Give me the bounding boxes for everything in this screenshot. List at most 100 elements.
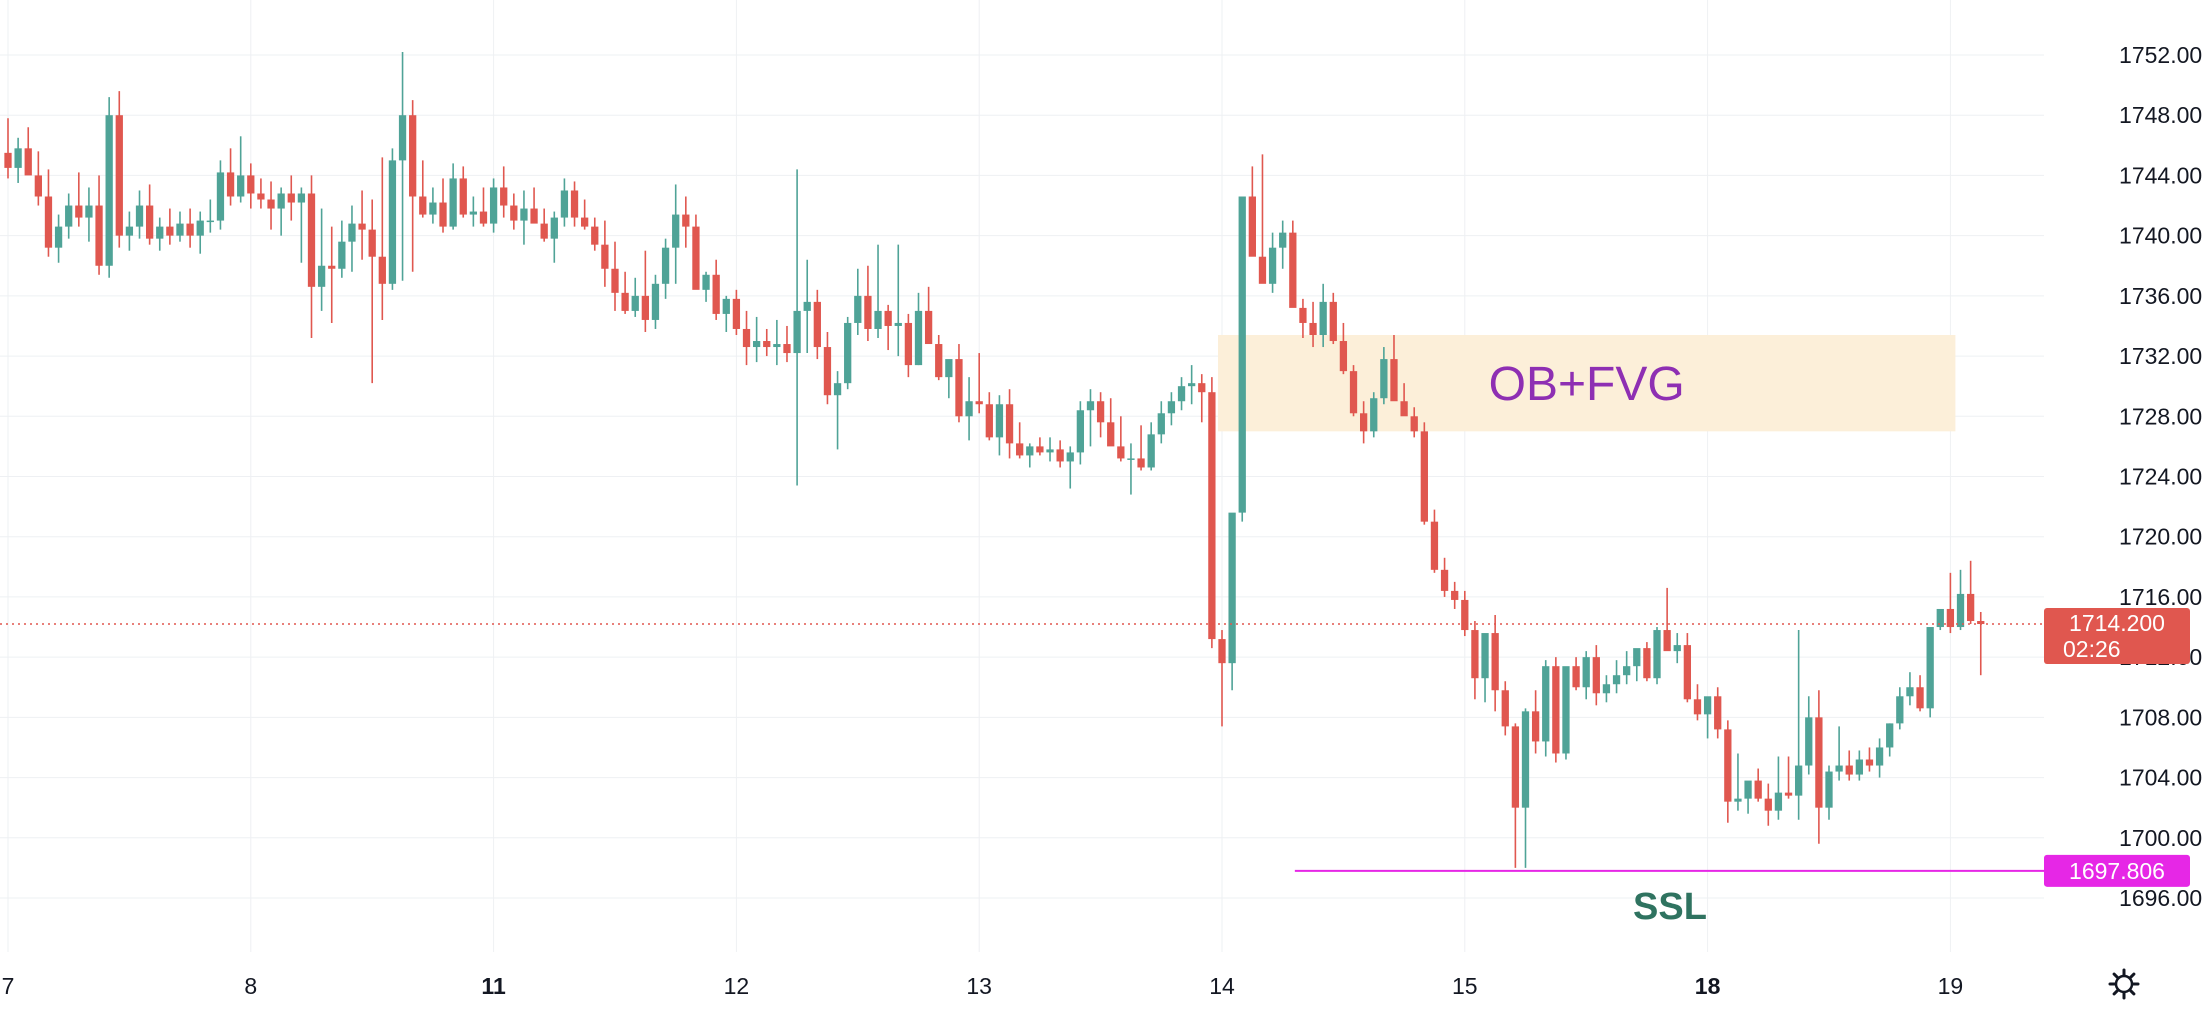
candle (1268, 232, 1277, 293)
candle-body (1076, 410, 1085, 453)
gear-icon[interactable] (2108, 968, 2140, 1000)
candle-body (965, 401, 973, 417)
candle (1319, 283, 1327, 348)
candle (419, 160, 427, 218)
candle-body (1066, 452, 1074, 462)
candle (1936, 608, 1944, 631)
candle (854, 268, 862, 335)
current-price-value: 1714.200 (2069, 610, 2165, 636)
candle-body (24, 148, 32, 176)
time-tick-label: 11 (481, 973, 506, 999)
price-tick-label: 1744.000 (2119, 162, 2202, 188)
candle-body (793, 310, 801, 354)
candle (459, 166, 467, 218)
candle-body (1481, 633, 1489, 679)
candle-body (186, 223, 194, 236)
candle-body (459, 178, 467, 215)
candle (1056, 440, 1064, 468)
candle-body (1825, 771, 1833, 808)
candle (1420, 422, 1428, 525)
candle-body (1835, 765, 1843, 772)
ssl-price-tag: 1697.806 (2044, 854, 2190, 887)
candle (388, 148, 397, 290)
candle (1795, 630, 1803, 820)
candle-body (712, 274, 720, 314)
candle (95, 175, 103, 275)
candle (732, 289, 741, 335)
candle (328, 226, 336, 323)
candle (1764, 783, 1772, 826)
candle-body (1946, 608, 1955, 628)
candle (601, 220, 609, 287)
candle-body (1805, 717, 1813, 766)
ssl-label: SSL (1633, 886, 1707, 928)
candle (651, 274, 660, 329)
price-tick-label: 1752.000 (2119, 42, 2202, 68)
candle (793, 169, 801, 486)
candle-body (1258, 256, 1267, 284)
candle (1582, 651, 1590, 700)
candle (510, 193, 518, 230)
candle (368, 199, 376, 384)
candle-body (540, 223, 548, 239)
candle (692, 214, 700, 290)
candle (975, 353, 983, 414)
candle-body (914, 310, 923, 366)
candle (1572, 657, 1580, 691)
candle (1865, 747, 1874, 772)
candle (156, 217, 164, 251)
candle (894, 244, 902, 357)
candle (1299, 298, 1307, 339)
candle (439, 178, 447, 233)
candle (1208, 377, 1216, 649)
candle-body (833, 383, 842, 396)
candle (65, 193, 73, 239)
candle (1845, 750, 1853, 781)
candle (985, 392, 993, 441)
candle-body (692, 226, 700, 290)
price-tick-label: 1740.000 (2119, 223, 2202, 249)
candle-body (1683, 645, 1692, 700)
candle-body (1319, 301, 1327, 335)
candle (884, 304, 892, 351)
candle-body (1956, 593, 1965, 628)
candle-body (1703, 696, 1712, 715)
candle (247, 163, 255, 209)
time-axis[interactable]: 7 8 11 12 13 14 15 18 19 (2, 973, 1964, 999)
candle (85, 187, 93, 242)
candle-body (54, 226, 63, 248)
candle (1258, 154, 1267, 284)
candle-body (1774, 792, 1783, 811)
candle-body (287, 193, 295, 203)
price-axis[interactable]: 1696.0001700.0001704.0001708.0001712.000… (2119, 42, 2202, 911)
candle-body (328, 265, 336, 269)
candle (1491, 614, 1499, 712)
candle (1481, 633, 1489, 703)
candle-body (1623, 666, 1631, 676)
candle-body (1096, 401, 1105, 423)
candle-body (904, 322, 913, 366)
candle-body (1855, 759, 1863, 775)
candle-body (115, 115, 123, 236)
candle-body (1542, 666, 1550, 742)
candle (1835, 726, 1843, 781)
candle (1602, 675, 1611, 703)
candle (44, 169, 53, 257)
candle-body (75, 205, 83, 218)
candle-body (570, 190, 579, 218)
candle (1279, 220, 1287, 269)
candle-body (1026, 446, 1034, 456)
candle (398, 51, 407, 281)
candle (1137, 425, 1145, 471)
candle (833, 371, 842, 450)
candle-body (1926, 627, 1934, 709)
candle-body (1309, 322, 1317, 335)
candle (1592, 645, 1600, 706)
time-tick-label: 12 (724, 973, 750, 999)
candle-body (661, 247, 670, 284)
candle (1754, 768, 1762, 802)
candle (641, 250, 649, 332)
candle-body (1663, 630, 1671, 652)
candle (1359, 401, 1368, 444)
candle (530, 187, 538, 224)
